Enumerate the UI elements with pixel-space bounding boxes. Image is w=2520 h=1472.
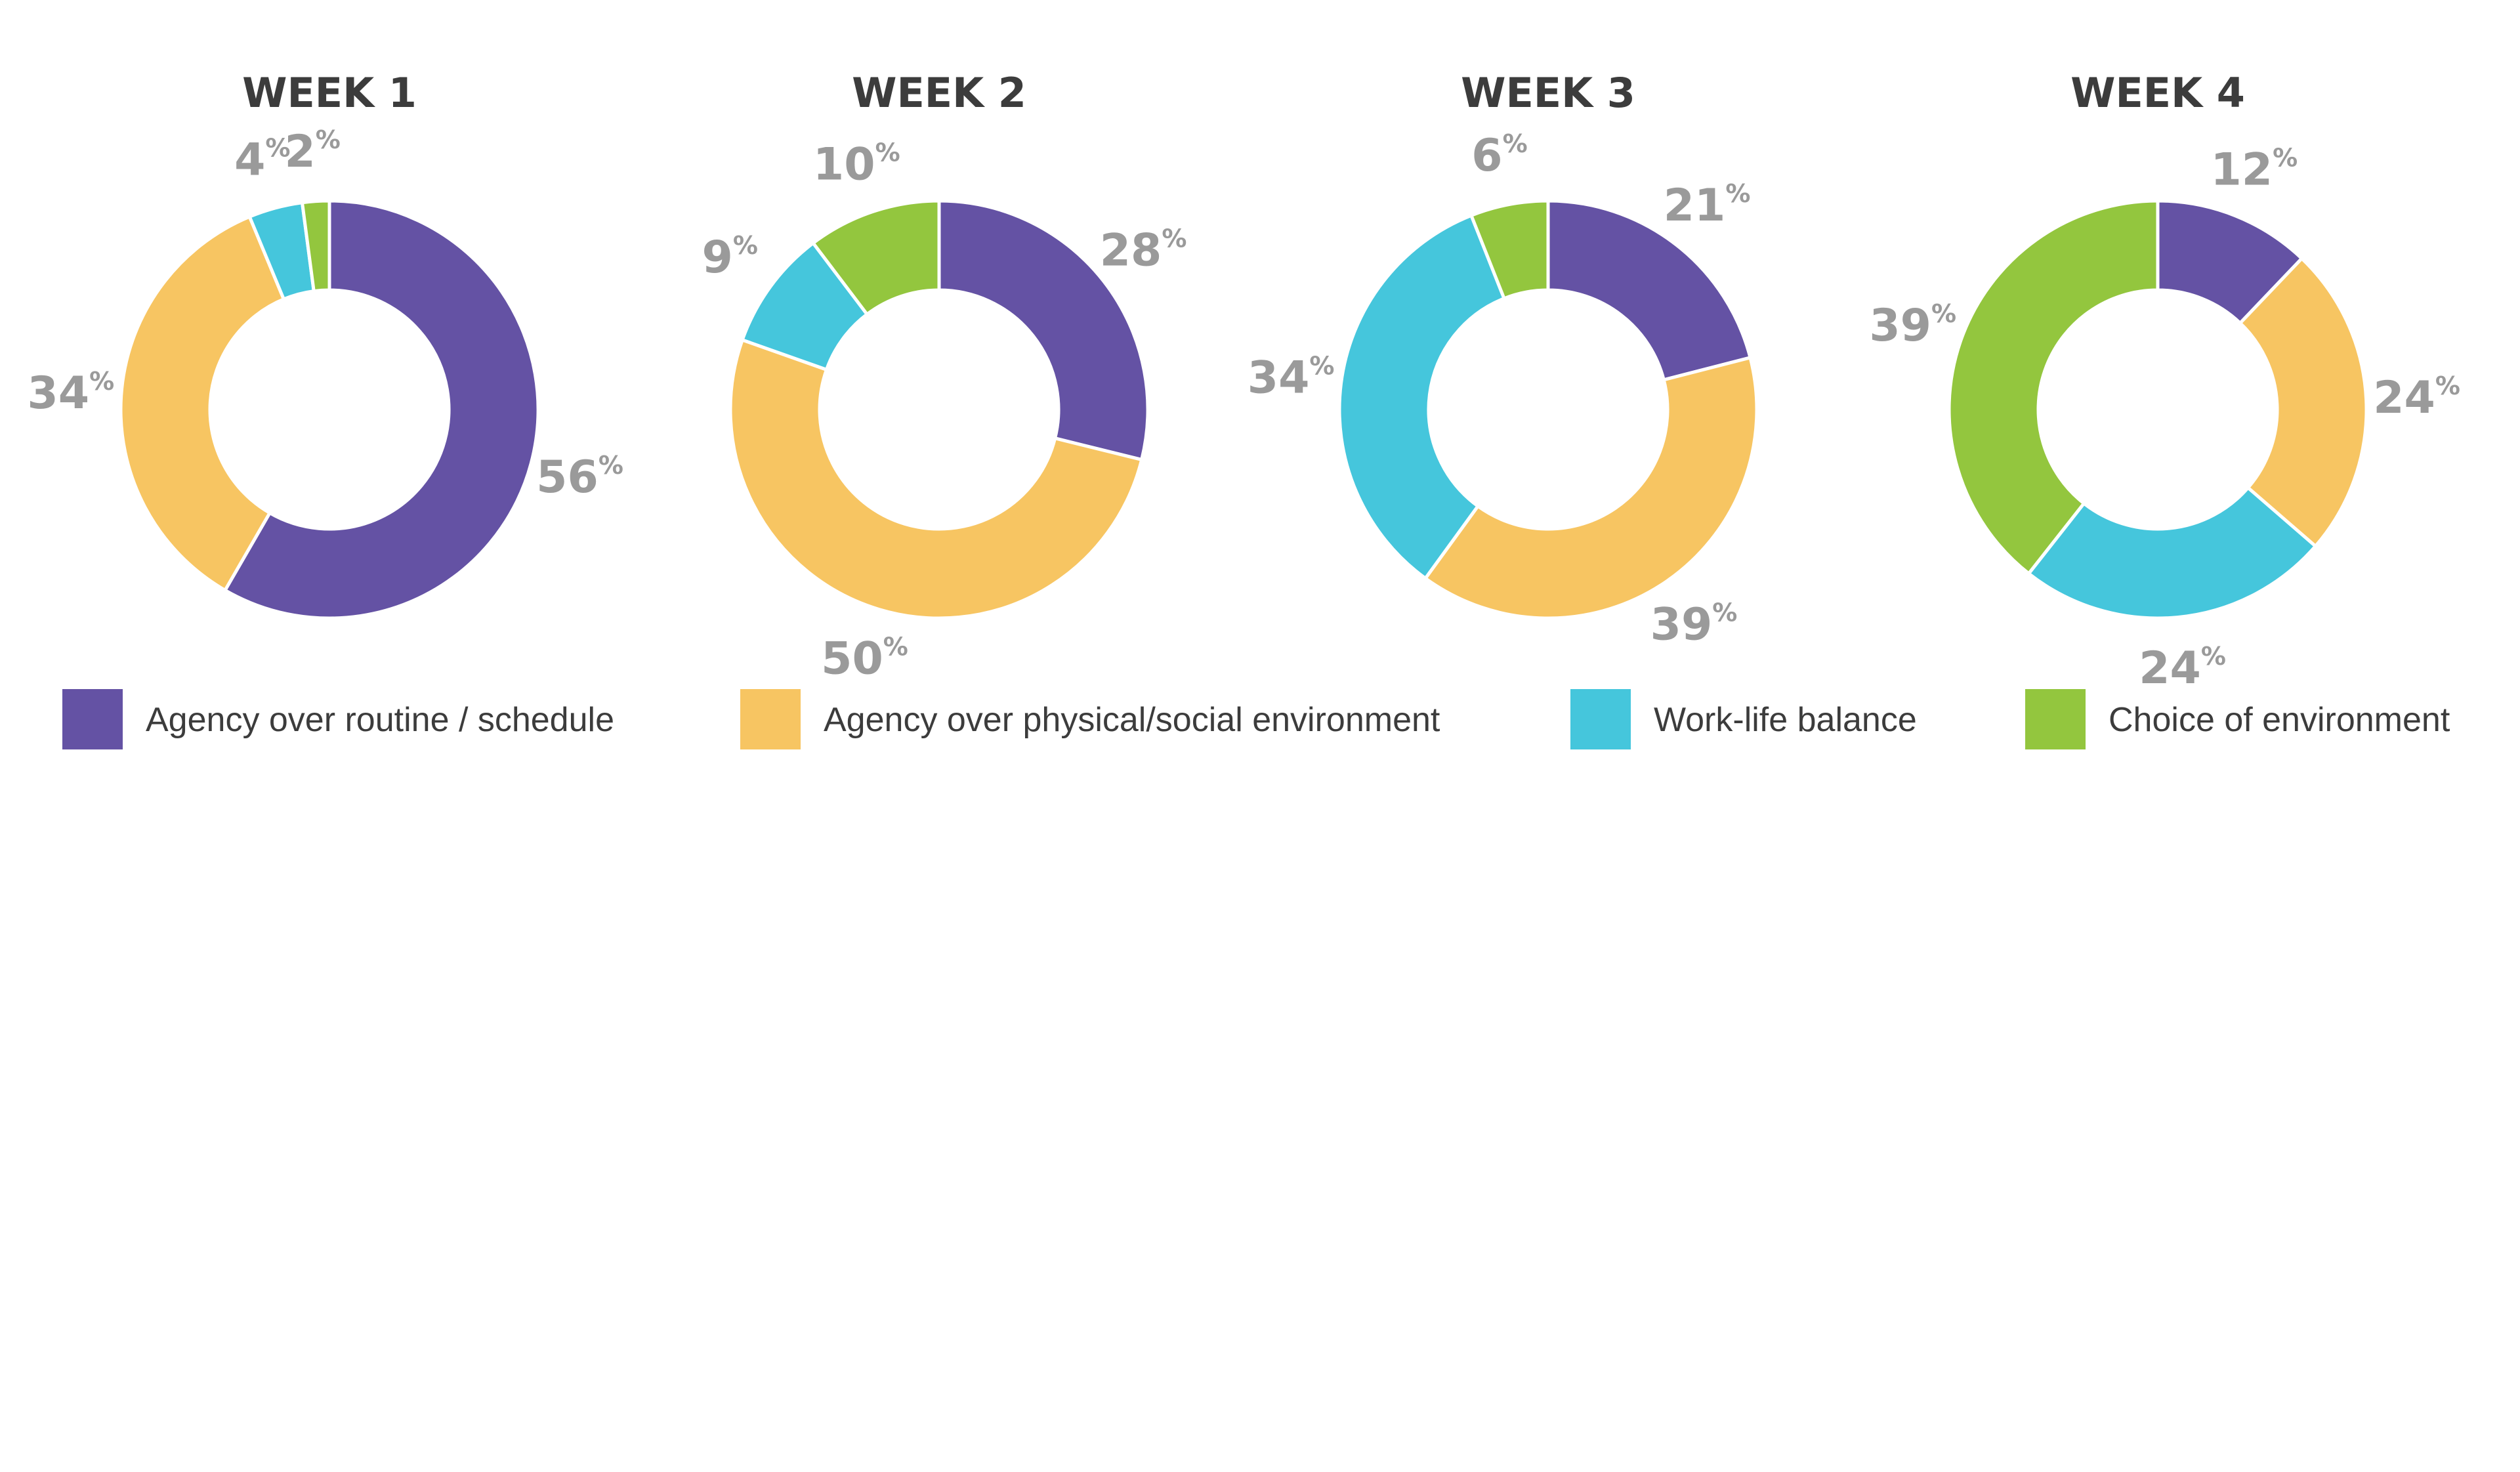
legend-label: Choice of environment [2109, 701, 2450, 739]
slice-label: 34% [27, 367, 114, 419]
donut-slice [119, 214, 286, 593]
donut-week-1: WEEK 1 56% 34% 4%2% [27, 69, 623, 620]
donut-slice [728, 337, 1144, 620]
donut-slice [1947, 199, 2160, 576]
legend-swatch [62, 689, 123, 749]
slice-label: 9% [702, 231, 757, 284]
slice-label: 24% [2373, 371, 2460, 424]
slice-label: 10% [813, 138, 900, 191]
legend-label: Agency over physical/social environment [824, 701, 1440, 739]
donut-title: WEEK 2 [852, 69, 1026, 117]
donut-slice [300, 199, 331, 293]
legend-item: Work-life balance [1570, 689, 1917, 749]
donut-slice [937, 199, 1150, 462]
slice-label: 21% [1664, 179, 1751, 232]
donut-slice [1337, 213, 1507, 581]
slice-label: 28% [1100, 224, 1187, 277]
slice-label: 2% [284, 125, 340, 178]
donut-slice [2238, 256, 2368, 549]
donut-week-4: WEEK 4 12% 24% 24% 39% [1869, 69, 2460, 694]
slice-label: 39% [1650, 599, 1738, 651]
legend-item: Choice of environment [2025, 689, 2450, 749]
slice-label: 50% [821, 632, 908, 684]
slice-label: 34% [1248, 351, 1335, 404]
slice-label: 39% [1869, 299, 1956, 352]
donut-slice [222, 199, 540, 620]
donut-slice [1469, 199, 1550, 301]
donuts-layer: WEEK 1 56% 34% 4%2% WEEK 2 28% 50% 9% 10% WEEK 3 2… [27, 69, 2460, 694]
legend-swatch [740, 689, 801, 749]
donut-slice [810, 199, 941, 317]
donut-slice [1546, 199, 1753, 382]
legend-item: Agency over physical/social environment [740, 689, 1440, 749]
donut-slice [2026, 485, 2318, 620]
donut-title: WEEK 3 [1461, 69, 1635, 117]
slice-label: 4% [234, 133, 290, 186]
legend-swatch [1570, 689, 1631, 749]
donut-slice [1423, 355, 1759, 620]
slice-label: 24% [2139, 642, 2226, 694]
donut-week-3: WEEK 3 21% 39% 34% 6% [1248, 69, 1759, 651]
slice-label: 12% [2210, 143, 2298, 196]
donut-title: WEEK 1 [242, 69, 417, 117]
slice-label: 56% [536, 451, 623, 503]
legend-label: Agency over routine / schedule [146, 701, 614, 739]
legend-swatch [2025, 689, 2086, 749]
donut-week-2: WEEK 2 28% 50% 9% 10% [702, 69, 1186, 684]
slice-label: 6% [1471, 129, 1527, 182]
legend: Agency over routine / schedule Agency ove… [62, 689, 2450, 749]
legend-label: Work-life balance [1654, 701, 1917, 739]
donut-title: WEEK 4 [2070, 69, 2245, 117]
legend-item: Agency over routine / schedule [62, 689, 614, 749]
